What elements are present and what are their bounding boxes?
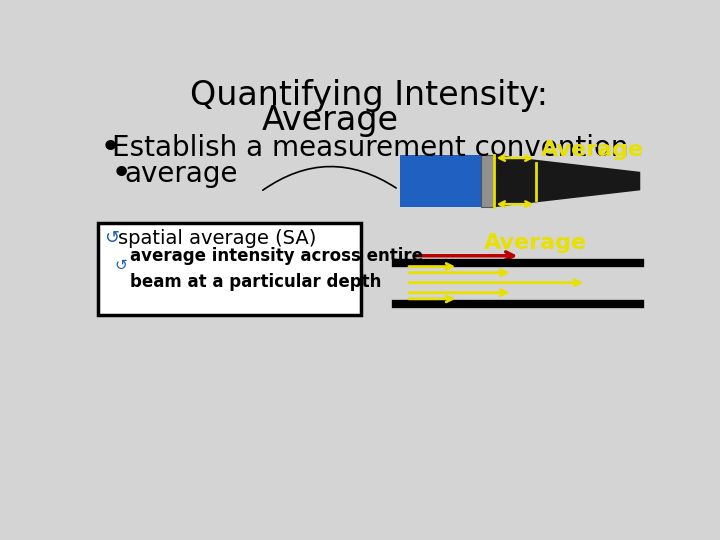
Text: average: average [124, 160, 238, 188]
Bar [400, 155, 482, 207]
Text: Average: Average [484, 233, 588, 253]
Text: ↺: ↺ [104, 229, 119, 247]
Text: spatial average (SA): spatial average (SA) [118, 228, 316, 247]
Bar [482, 155, 494, 207]
Text: average intensity across entire
beam at a particular depth: average intensity across entire beam at … [130, 247, 423, 291]
Text: Quantifying Intensity:: Quantifying Intensity: [190, 79, 548, 112]
Text: Average: Average [262, 104, 399, 137]
Text: Average: Average [541, 140, 644, 160]
Text: Establish a measurement convention: Establish a measurement convention [112, 134, 628, 162]
Text: ↺: ↺ [114, 258, 127, 273]
Text: •: • [110, 157, 132, 191]
Bar [98, 222, 361, 315]
Polygon shape [494, 155, 640, 207]
Text: •: • [99, 131, 120, 165]
